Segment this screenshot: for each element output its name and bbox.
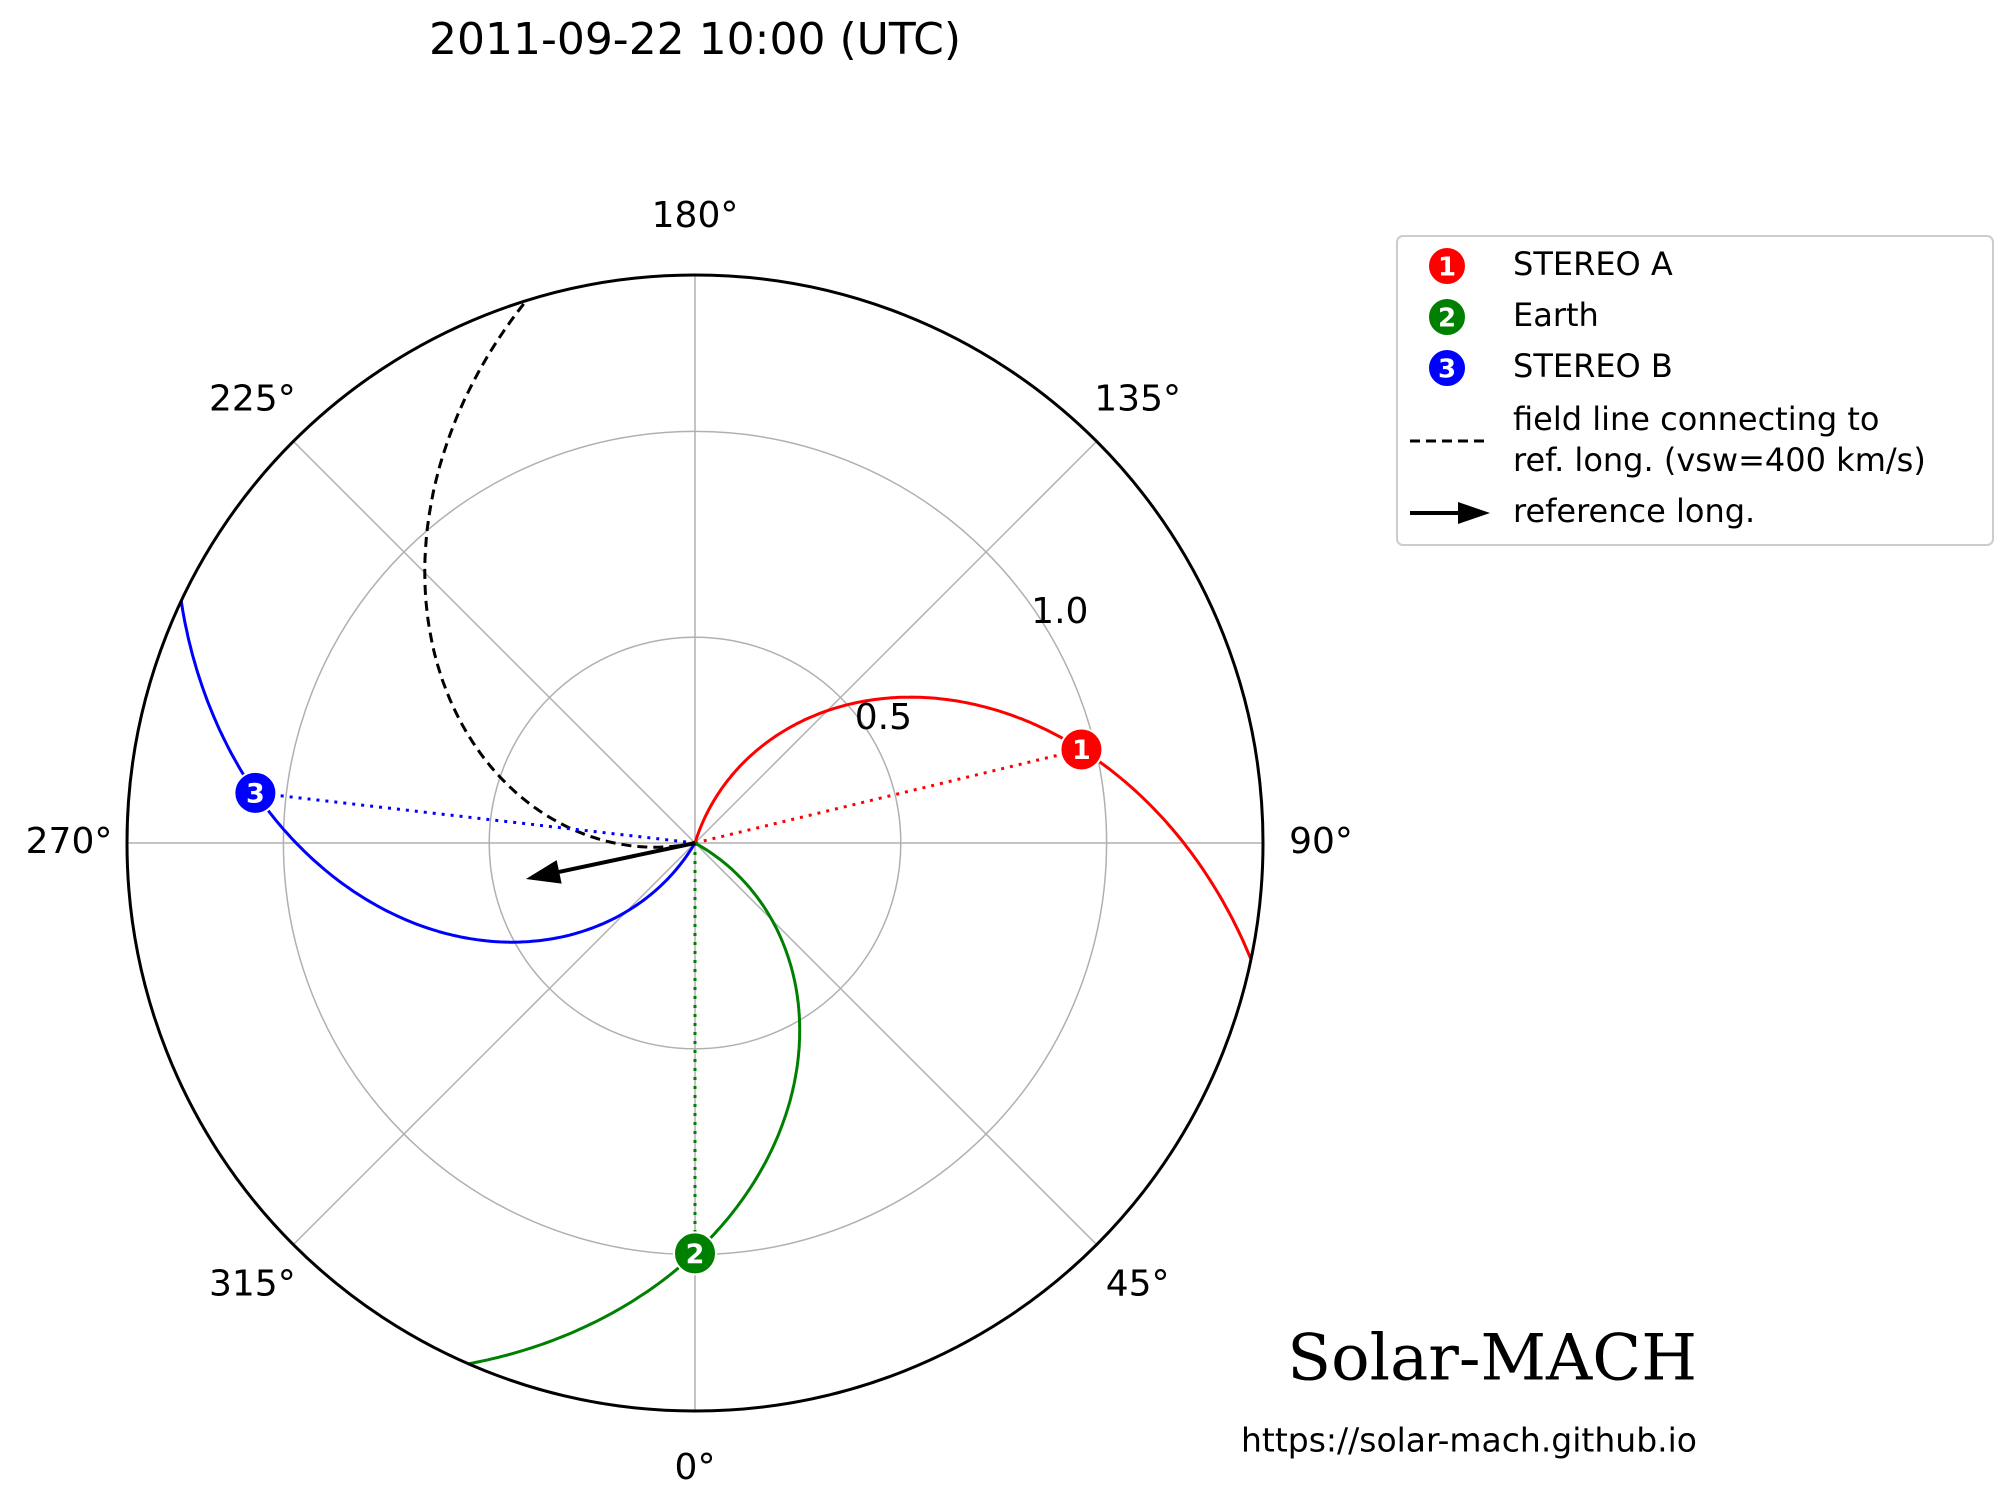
spiral xyxy=(179,600,697,944)
radial-dotted xyxy=(694,748,1082,845)
legend-number: 3 xyxy=(1438,355,1456,385)
grid-line xyxy=(694,440,1098,844)
radial-dotted xyxy=(255,791,696,845)
grid-line xyxy=(292,440,696,844)
legend-number: 1 xyxy=(1438,253,1456,283)
angle-label: 270° xyxy=(26,821,113,862)
legend-label: STEREO B xyxy=(1513,347,1673,385)
field-line xyxy=(423,299,696,849)
frame xyxy=(125,273,1265,1413)
angle-label: 90° xyxy=(1289,821,1353,862)
legend-label: STEREO A xyxy=(1513,245,1673,283)
legend-number: 2 xyxy=(1438,304,1456,334)
angle-label: 0° xyxy=(675,1447,716,1488)
legend-marker xyxy=(1427,348,1467,388)
spiral xyxy=(468,841,802,1366)
legend-box xyxy=(1396,235,1994,546)
body-marker xyxy=(1059,727,1104,772)
legend-label: reference long. xyxy=(1513,492,1755,530)
grid-line xyxy=(694,842,1098,1246)
body-marker xyxy=(233,770,278,815)
angle-label: 315° xyxy=(209,1264,296,1305)
body-number: 2 xyxy=(686,1239,705,1270)
chart-title: 2011-09-22 10:00 (UTC) xyxy=(429,14,961,65)
angle-label: 225° xyxy=(209,378,296,419)
reference-arrow-head xyxy=(525,860,562,884)
angle-label: 135° xyxy=(1094,378,1181,419)
legend-marker xyxy=(1427,297,1467,337)
angle-label: 180° xyxy=(652,195,739,236)
body-number: 3 xyxy=(246,778,265,809)
body-marker xyxy=(673,1231,717,1276)
legend-label: Earth xyxy=(1513,296,1599,334)
r-tick-label: 1.0 xyxy=(1031,591,1088,632)
angle-label: 45° xyxy=(1106,1264,1170,1305)
r-tick-label: 0.5 xyxy=(855,697,912,738)
legend-label: field line connecting to xyxy=(1513,400,1879,438)
legend-arrow-head xyxy=(1458,502,1490,524)
body-number: 1 xyxy=(1072,735,1091,766)
logo: Solar-MACH xyxy=(1287,1322,1697,1396)
url: https://solar-mach.github.io xyxy=(1241,1421,1697,1460)
grid-line xyxy=(292,842,696,1246)
legend-label: ref. long. (vsw=400 km/s) xyxy=(1513,441,1926,479)
legend-marker xyxy=(1427,246,1467,286)
reference-arrow xyxy=(545,841,696,877)
spiral xyxy=(693,695,1253,960)
